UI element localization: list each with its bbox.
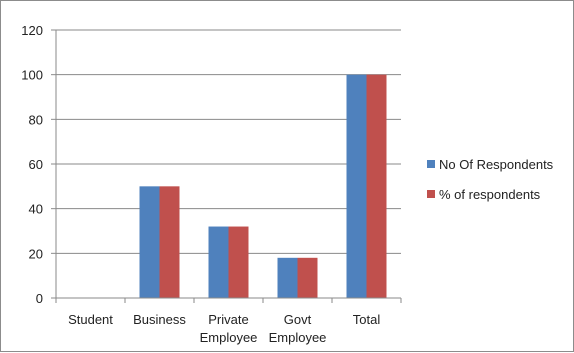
x-tick-label: Employee [200,330,258,345]
y-tick-label: 100 [21,68,43,83]
bar [228,226,249,298]
bar [346,74,367,299]
bar [139,186,160,298]
legend-swatch [427,190,435,198]
y-tick-label: 60 [29,157,43,172]
y-tick-label: 40 [29,202,43,217]
axes [51,29,402,303]
y-tick-label: 120 [21,23,43,38]
y-tick-label: 20 [29,246,43,261]
legend-swatch [427,160,435,168]
y-tick-label: 0 [36,291,43,306]
legend-label: No Of Respondents [439,157,554,172]
bar [366,74,387,299]
legend: No Of Respondents % of respondents [427,157,554,202]
y-tick-label: 80 [29,112,43,127]
gridlines [56,29,401,254]
legend-label: % of respondents [439,187,541,202]
x-tick-label: Employee [269,330,327,345]
bar [208,226,229,298]
x-tick-label: Total [353,312,381,327]
x-tick-label: Private [208,312,248,327]
x-tick-label: Govt [284,312,312,327]
bars [139,74,387,299]
y-tick-labels: 0 20 40 60 80 100 120 [21,23,43,306]
x-tick-labels: Student Business Private Employee Govt Employ… [68,312,380,345]
bar [277,257,298,298]
bar [297,257,318,298]
x-tick-label: Student [68,312,113,327]
x-tick-label: Business [133,312,186,327]
bar [159,186,180,298]
